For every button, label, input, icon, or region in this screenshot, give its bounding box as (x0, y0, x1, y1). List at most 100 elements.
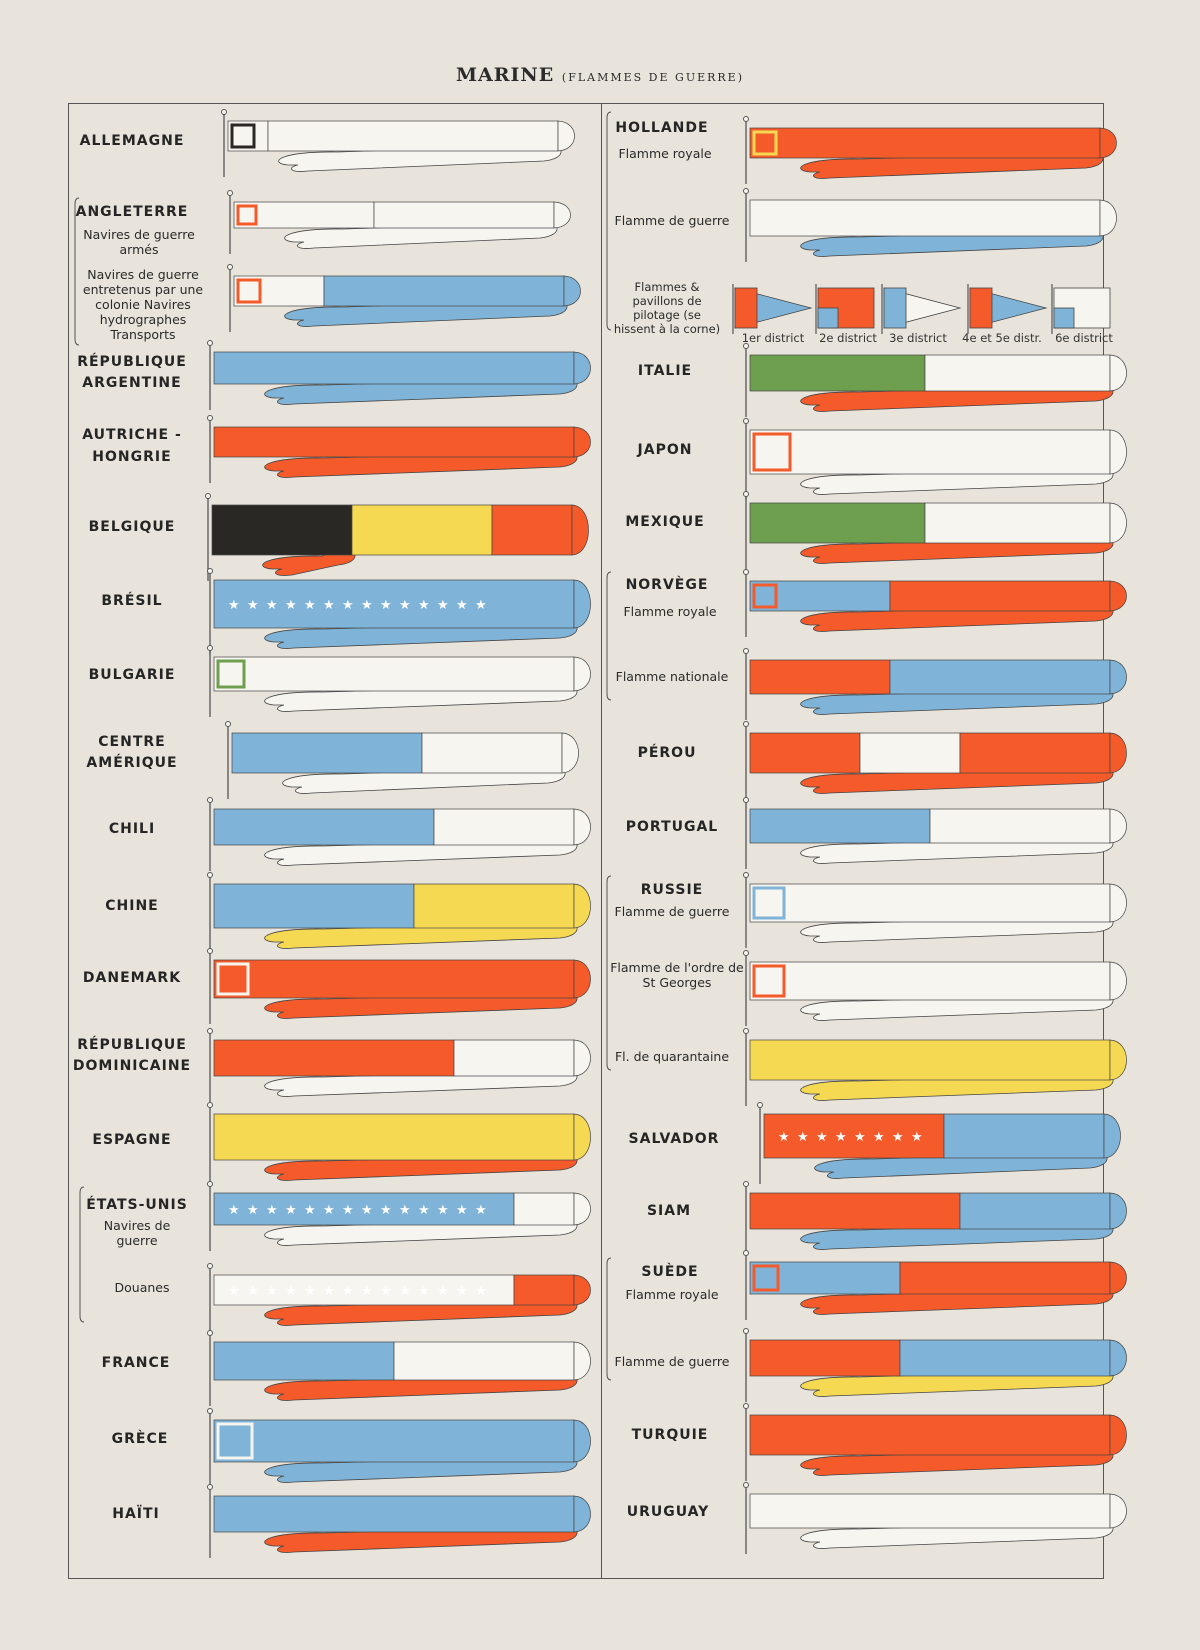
pennant-emblem (752, 432, 792, 472)
pennant-hollande-guerre (743, 188, 1117, 262)
pennant-russie-quarantaine (743, 1028, 1127, 1106)
star-icon: ★ (835, 1130, 847, 1145)
staff-knob (225, 721, 231, 727)
star-icon: ★ (399, 598, 411, 613)
title-sub: (FLAMMES DE GUERRE) (561, 71, 745, 84)
label-suede-sub2: Flamme de guerre (614, 1354, 730, 1369)
pennant-end (573, 1341, 591, 1381)
pennant-band (213, 656, 575, 692)
label-japon: JAPON (637, 442, 693, 458)
pennant-end (1109, 1261, 1127, 1295)
pennant-end (1109, 732, 1127, 774)
pennant-band (749, 1493, 1111, 1529)
pennant-end (573, 656, 591, 692)
staff-knob (743, 491, 749, 497)
staff-knob (743, 569, 749, 575)
pennant-band (213, 1039, 455, 1077)
staff-knob (207, 1102, 213, 1108)
pennant-suede-royale (743, 1250, 1127, 1320)
pennant-emblem (230, 123, 256, 149)
pennant-emblem (216, 962, 250, 996)
staff-knob (207, 568, 213, 574)
star-icon: ★ (304, 598, 316, 613)
pennant-bulgarie (207, 645, 591, 717)
star-icon: ★ (437, 598, 449, 613)
group-bracket (606, 571, 612, 701)
star-icon: ★ (778, 1130, 790, 1145)
pennant-band (749, 732, 861, 774)
label-angleterre: ANGLETERRE (75, 204, 189, 220)
star-icon: ★ (323, 1203, 335, 1218)
star-icon: ★ (380, 1284, 392, 1299)
pilot-pennant-hoist (734, 287, 758, 329)
pennant-end (1099, 199, 1117, 237)
star-icon: ★ (247, 1284, 259, 1299)
group-bracket (606, 1257, 612, 1381)
pennant-band (421, 732, 563, 774)
staff-knob (221, 109, 227, 115)
pennant-norvege-royale (743, 569, 1127, 637)
pennant-band (433, 808, 575, 846)
label-hollande: HOLLANDE (615, 120, 709, 136)
pennant-band (943, 1113, 1105, 1159)
pennant-band (929, 808, 1111, 844)
pennant-autriche (207, 415, 591, 483)
pennant-etats-unis-2: ★ ★ ★ ★ ★ ★ ★ ★ ★ ★ ★ ★ ★ ★ (207, 1263, 591, 1331)
pennant-end (573, 1274, 591, 1306)
group-bracket (606, 875, 612, 1071)
pennant-end (1109, 354, 1127, 392)
staff-knob (743, 418, 749, 424)
pennant-end (1109, 1339, 1127, 1377)
star-icon: ★ (456, 1284, 468, 1299)
staff-knob (207, 1484, 213, 1490)
pennant-end (571, 504, 589, 556)
pennant-band (959, 732, 1111, 774)
pennant-mexique (743, 491, 1127, 569)
staff-knob (743, 1482, 749, 1488)
staff-knob (207, 415, 213, 421)
group-bracket (606, 111, 612, 331)
staff-knob (743, 648, 749, 654)
pilot-flag-canton (817, 307, 839, 329)
label-dominicaine-2: DOMINICAINE (72, 1058, 192, 1074)
pennant-end (573, 959, 591, 999)
pennant-hollande-royale (743, 116, 1117, 184)
label-centre-2: AMÉRIQUE (86, 755, 178, 771)
staff-knob (757, 1102, 763, 1108)
pennant-emblem (752, 130, 778, 156)
label-district-6: 6e district (1055, 331, 1113, 345)
pennant-end (1109, 502, 1127, 544)
star-icon: ★ (228, 1203, 240, 1218)
staff-knob (743, 950, 749, 956)
star-icon: ★ (361, 1203, 373, 1218)
pennant-end (573, 579, 591, 629)
staff-knob (743, 188, 749, 194)
pennant-band (749, 883, 1111, 923)
staff-knob (207, 1263, 213, 1269)
pennant-band (889, 580, 1111, 612)
staff-knob (227, 190, 233, 196)
pennant-end (1109, 961, 1127, 1001)
pennant-band (213, 1341, 395, 1381)
pennant-band (213, 426, 575, 458)
label-dominicaine-1: RÉPUBLIQUE (77, 1037, 187, 1053)
label-autriche-2: HONGRIE (92, 449, 172, 465)
label-turquie: TURQUIE (631, 1427, 709, 1443)
star-icon: ★ (323, 1284, 335, 1299)
label-danemark: DANEMARK (82, 970, 182, 986)
label-italie: ITALIE (637, 363, 693, 379)
pennant-salvador: ★ ★ ★ ★ ★ ★ ★ ★ (757, 1102, 1121, 1184)
pennant-emblem (216, 1422, 254, 1460)
star-icon: ★ (228, 1284, 240, 1299)
pennant-band (373, 201, 555, 229)
pennant-end (1109, 883, 1127, 923)
label-argentine-1: RÉPUBLIQUE (77, 354, 187, 370)
pennant-dominicaine (207, 1028, 591, 1102)
star-icon: ★ (285, 598, 297, 613)
star-icon: ★ (854, 1130, 866, 1145)
star-icon: ★ (285, 1284, 297, 1299)
label-etats-unis-sub1: Navires de guerre (103, 1218, 171, 1248)
pennant-norvege-nationale (743, 648, 1127, 720)
pennant-band (749, 961, 1111, 1001)
star-icon: ★ (418, 1203, 430, 1218)
